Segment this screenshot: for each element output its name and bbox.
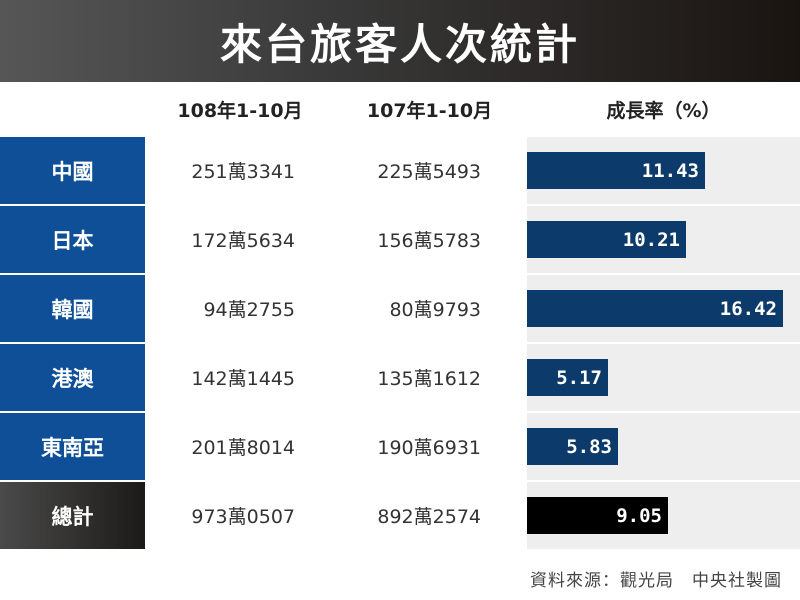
growth-bar-japan: 10.21 bbox=[527, 221, 686, 258]
column-header-108: 108年1-10月 bbox=[177, 100, 303, 122]
row-label-japan: 日本 bbox=[0, 206, 145, 273]
column-header-107: 107年1-10月 bbox=[366, 100, 493, 122]
growth-bar-southeast-asia: 5.83 bbox=[527, 428, 618, 465]
bar-track-hongkong-macau: 5.17 bbox=[527, 344, 800, 411]
cell-108-japan: 172萬5634 bbox=[147, 206, 333, 273]
row-label-southeast-asia: 東南亞 bbox=[0, 413, 145, 480]
bar-track-japan: 10.21 bbox=[527, 206, 800, 273]
chart-title: 來台旅客人次統計 bbox=[219, 19, 580, 69]
cell-107-hongkong-macau: 135萬1612 bbox=[335, 344, 524, 411]
cell-107-korea: 80萬9793 bbox=[335, 275, 524, 342]
row-label-china: 中國 bbox=[0, 137, 145, 204]
row-label-total: 總計 bbox=[0, 482, 145, 549]
cell-108-korea: 94萬2755 bbox=[147, 275, 333, 342]
growth-bar-total: 9.05 bbox=[527, 497, 668, 534]
cell-108-southeast-asia: 201萬8014 bbox=[147, 413, 333, 480]
cell-107-japan: 156萬5783 bbox=[335, 206, 524, 273]
cell-108-hongkong-macau: 142萬1445 bbox=[147, 344, 333, 411]
bar-track-southeast-asia: 5.83 bbox=[527, 413, 800, 480]
bar-track-china: 11.43 bbox=[527, 137, 800, 204]
bar-track-korea: 16.42 bbox=[527, 275, 800, 342]
bottom-strip bbox=[0, 551, 800, 600]
growth-bar-china: 11.43 bbox=[527, 152, 705, 189]
source-credit: 資料來源：觀光局 中央社製圖 bbox=[530, 571, 782, 591]
header-row: 108年1-10月 107年1-10月 成長率（%） bbox=[0, 82, 800, 137]
cell-107-total: 892萬2574 bbox=[335, 482, 524, 549]
row-label-hongkong-macau: 港澳 bbox=[0, 344, 145, 411]
growth-bar-korea: 16.42 bbox=[527, 290, 783, 327]
cell-107-china: 225萬5493 bbox=[335, 137, 524, 204]
growth-bar-hongkong-macau: 5.17 bbox=[527, 359, 608, 396]
row-label-korea: 韓國 bbox=[0, 275, 145, 342]
cell-108-china: 251萬3341 bbox=[147, 137, 333, 204]
title-bar: 來台旅客人次統計 bbox=[0, 0, 800, 82]
column-header-growth: 成長率（%） bbox=[606, 100, 721, 122]
bar-track-total: 9.05 bbox=[527, 482, 800, 549]
cell-107-southeast-asia: 190萬6931 bbox=[335, 413, 524, 480]
cell-108-total: 973萬0507 bbox=[147, 482, 333, 549]
